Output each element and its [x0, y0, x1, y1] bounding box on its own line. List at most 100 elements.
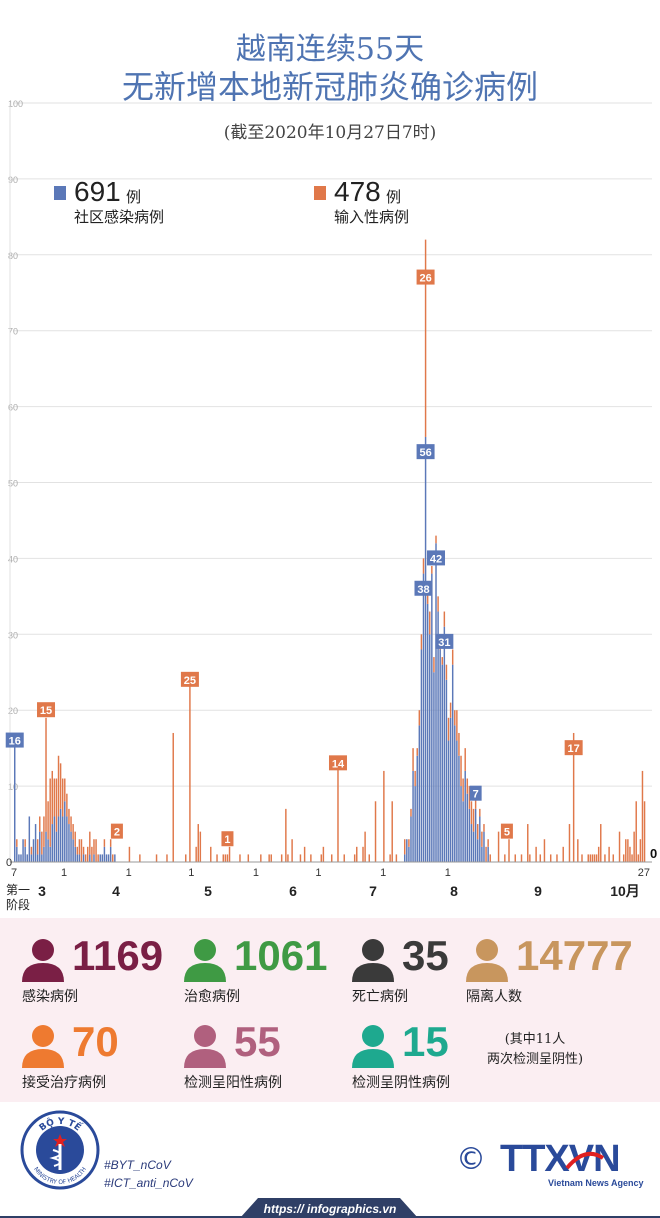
data-label: 1 [224, 834, 230, 846]
bar-imported [36, 839, 39, 855]
person-icon [352, 1025, 394, 1068]
bar-imported [466, 778, 469, 794]
data-label: 31 [438, 637, 450, 649]
bar-imported [587, 854, 589, 862]
bar-imported [443, 611, 446, 627]
bar-community [107, 854, 110, 862]
bar-imported [16, 839, 18, 847]
stat-deaths-value: 35 [402, 932, 449, 979]
legend-community-count: 691 [74, 176, 121, 207]
bar-imported [74, 831, 76, 847]
data-label-box [5, 732, 24, 748]
legend-imported-unit: 例 [386, 188, 402, 206]
bar-community [470, 824, 473, 862]
bar-imported [593, 854, 596, 862]
data-label-box [221, 831, 234, 847]
bar-community [36, 854, 39, 862]
footer: BỘ Y TẾ MINISTRY OF HEALTH #BYT_nCoV #IC… [0, 1102, 660, 1218]
bar-imported [597, 846, 600, 862]
stat-infected-label: 感染病例 [22, 989, 78, 1005]
bar-imported [70, 816, 72, 832]
bar-imported [68, 808, 70, 825]
bar-imported [422, 558, 425, 574]
bar-community [66, 816, 68, 862]
bar-community [64, 801, 66, 862]
bar-community [443, 626, 446, 862]
day-tick-label: 27 [638, 867, 650, 879]
bar-imported [454, 710, 456, 726]
legend-imported-swatch [314, 186, 326, 200]
data-label: 17 [568, 743, 580, 755]
data-label: 42 [430, 553, 442, 565]
bar-community [45, 831, 47, 862]
bar-community [49, 846, 51, 862]
data-label: 14 [332, 758, 345, 770]
bar-imported [468, 786, 471, 809]
end-value-label: 0 [650, 846, 657, 861]
bar-imported [637, 854, 640, 862]
bar-imported [287, 854, 289, 862]
bar-imported [449, 702, 452, 718]
bar-imported [445, 664, 448, 680]
bar-imported [556, 854, 558, 862]
month-label: 8 [450, 883, 458, 899]
bar-imported [641, 770, 644, 862]
stat-retest-negative-value: 15 [402, 1018, 449, 1065]
bar-imported [43, 816, 45, 847]
bar-community [26, 854, 28, 862]
bar-imported [374, 801, 377, 862]
bar-community [479, 816, 481, 862]
bar-community [99, 854, 101, 862]
infographics-url[interactable]: https:// infographics.vn [264, 1202, 397, 1216]
data-label: 7 [473, 789, 479, 801]
bar-community [114, 854, 116, 862]
bar-imported [426, 588, 429, 604]
data-label: 38 [417, 584, 429, 596]
bar-imported [299, 854, 302, 862]
bar-community [410, 816, 412, 862]
swoosh-icon [565, 1151, 605, 1170]
y-tick-label: 80 [8, 251, 18, 261]
bar-community [437, 611, 439, 862]
bar-imported [581, 854, 583, 862]
bar-community [103, 846, 106, 862]
y-tick-label: 100 [8, 99, 23, 109]
bar-imported [368, 854, 370, 862]
bar-imported [504, 854, 506, 862]
data-label-box [500, 823, 513, 839]
bar-community [472, 831, 475, 862]
bar-imported [389, 854, 391, 862]
bar-imported [612, 854, 615, 862]
bar-imported [622, 854, 625, 862]
bar-imported [199, 831, 202, 862]
bar-imported [424, 239, 427, 437]
bar-community [68, 824, 70, 862]
bar-imported [408, 839, 410, 847]
month-label: 3 [38, 883, 46, 899]
stat-isolated-label: 隔离人数 [466, 989, 522, 1005]
bar-imported [260, 854, 262, 862]
stat-retest-positive-label: 检测呈阳性病例 [184, 1075, 282, 1091]
bar-community [43, 846, 45, 862]
bar-community [422, 573, 425, 862]
bar-community [28, 816, 31, 862]
bar-imported [497, 831, 500, 862]
data-label: 25 [184, 675, 196, 687]
bar-imported [577, 839, 579, 862]
bar-community [55, 831, 58, 862]
month-label: 10月 [610, 883, 640, 899]
title-line-1: 越南连续55天 [235, 32, 425, 67]
stat-infected-value: 1169 [72, 932, 164, 979]
bar-imported [222, 854, 225, 862]
bar-imported [84, 854, 87, 862]
data-label-box [427, 550, 446, 566]
bar-imported [568, 824, 571, 862]
bar-imported [172, 732, 174, 862]
data-label-box [328, 755, 347, 771]
bar-imported [639, 839, 642, 862]
bar-imported [589, 854, 592, 862]
data-label: 26 [419, 273, 431, 285]
url-bar: https:// infographics.vn [0, 1198, 660, 1218]
copyright-symbol: © [456, 1142, 486, 1177]
bar-imported [451, 649, 454, 665]
